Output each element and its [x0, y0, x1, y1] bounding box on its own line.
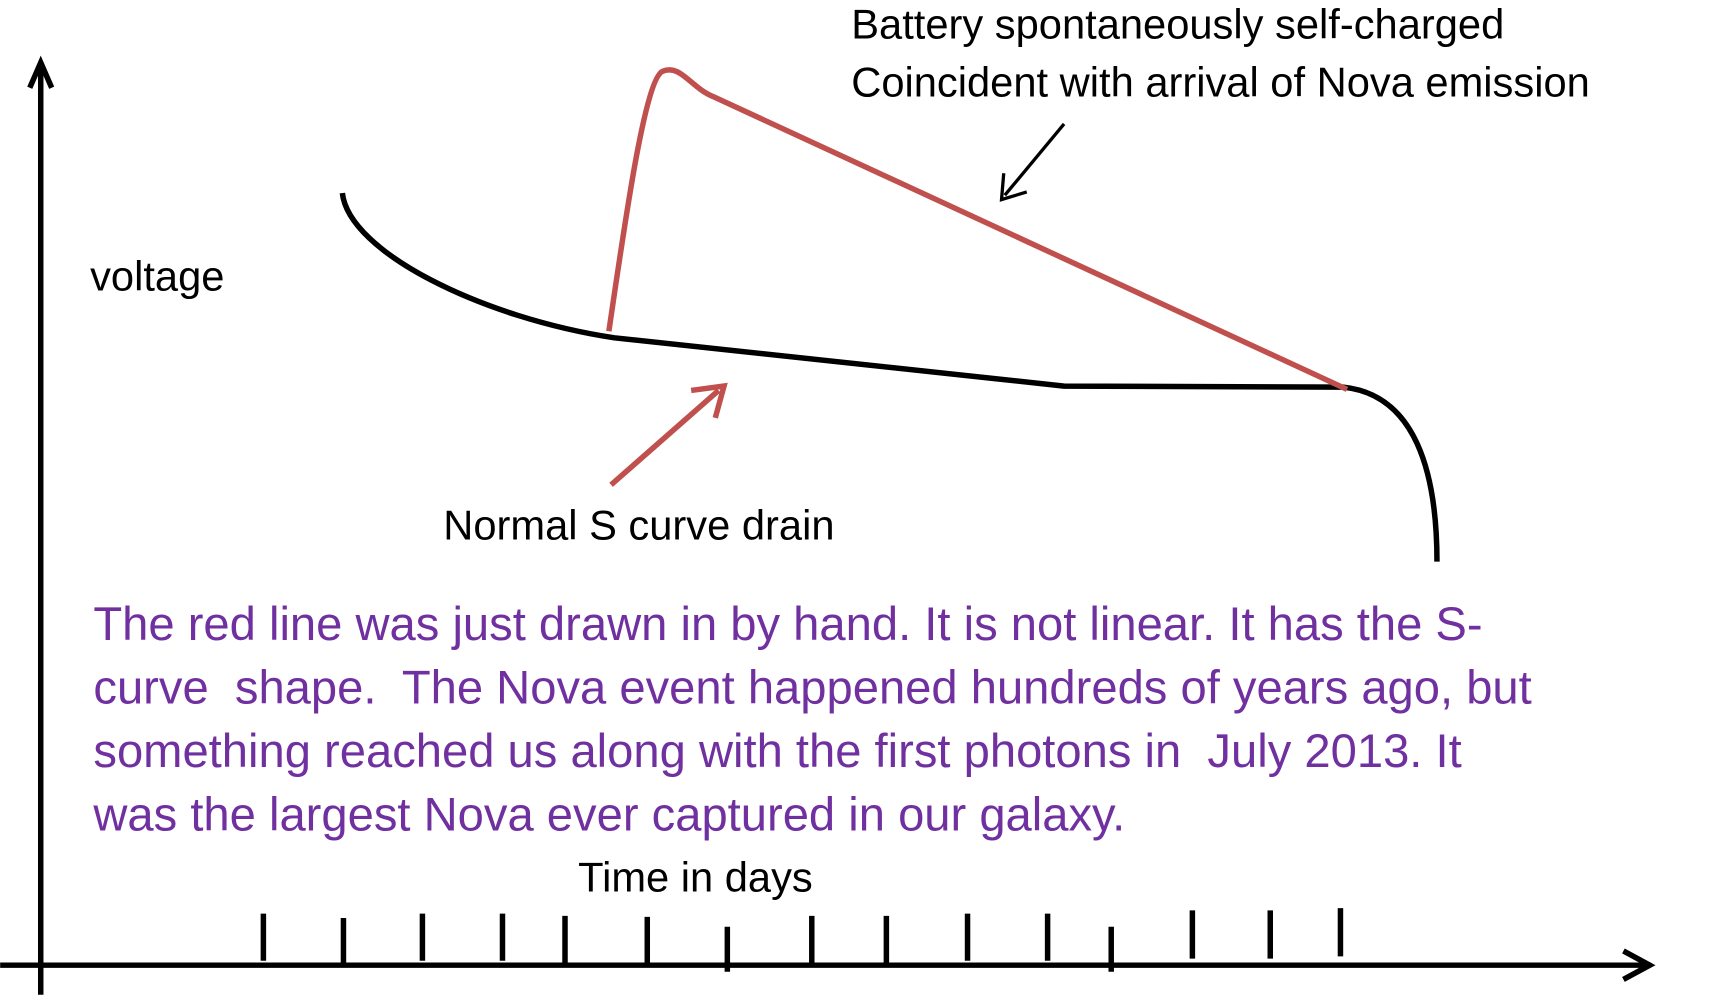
annotation-top-2: Coincident with arrival of Nova emission	[851, 59, 1590, 106]
x-axis-arrow	[1622, 948, 1656, 982]
drain-arrow	[609, 388, 721, 487]
note-line: The red line was just drawn in by hand. …	[93, 597, 1482, 650]
annotation-arrowhead	[999, 173, 1028, 202]
note-line: curve shape. The Nova event happened hun…	[93, 660, 1531, 713]
annotation-bottom: Normal S curve drain	[443, 502, 834, 549]
x-axis-label: Time in days	[578, 854, 813, 901]
annotation-arrow	[1003, 122, 1066, 197]
note-line: something reached us along with the firs…	[93, 724, 1461, 777]
drain-curve	[339, 192, 1440, 562]
drain-arrowhead	[690, 382, 728, 419]
y-axis-label: voltage	[90, 253, 224, 300]
y-axis-arrow	[27, 55, 55, 89]
annotation-top-1: Battery spontaneously self-charged	[851, 0, 1504, 47]
self-charge-curve	[606, 67, 1349, 392]
note-line: was the largest Nova ever captured in ou…	[92, 788, 1125, 841]
day-ticks	[260, 908, 1344, 972]
